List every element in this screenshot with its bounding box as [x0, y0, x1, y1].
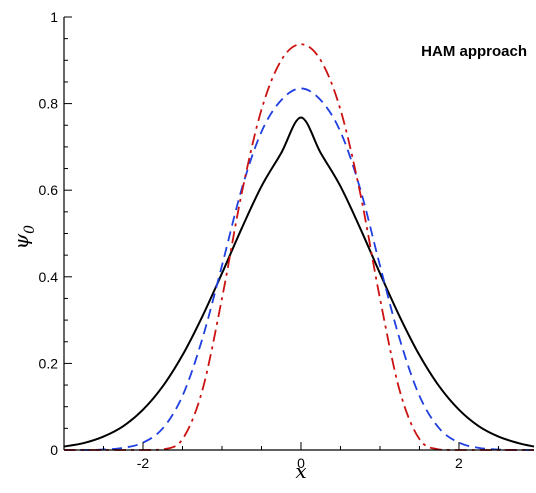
y-tick-label: 0.6	[39, 182, 59, 198]
y-tick-label: 0	[50, 442, 58, 458]
y-tick-label: 0.8	[39, 96, 59, 112]
x-tick-label: 0	[297, 455, 305, 471]
y-tick-label: 0.2	[39, 355, 59, 371]
series-line-solid	[63, 116, 535, 448]
axes-layer: 0 0.2 0.4 0.6 0.8 1 -2 0 2	[39, 9, 534, 471]
series-line-dashed	[63, 87, 534, 451]
annotation-label: HAM approach	[421, 43, 527, 60]
series-line-dashdot	[63, 43, 534, 451]
y-axis-title-main: ψ	[9, 234, 33, 250]
y-tick-label: 1	[50, 9, 58, 25]
y-axis-title: ψ0	[9, 225, 38, 250]
x-axis-title: x	[295, 459, 306, 483]
y-axis-title-group: ψ0	[9, 225, 38, 250]
series-layer	[63, 43, 535, 451]
x-tick-label: 2	[455, 455, 463, 471]
x-tick-label: -2	[137, 455, 150, 471]
y-axis-title-subscript: 0	[22, 225, 38, 234]
y-tick-label: 0.4	[39, 269, 59, 285]
